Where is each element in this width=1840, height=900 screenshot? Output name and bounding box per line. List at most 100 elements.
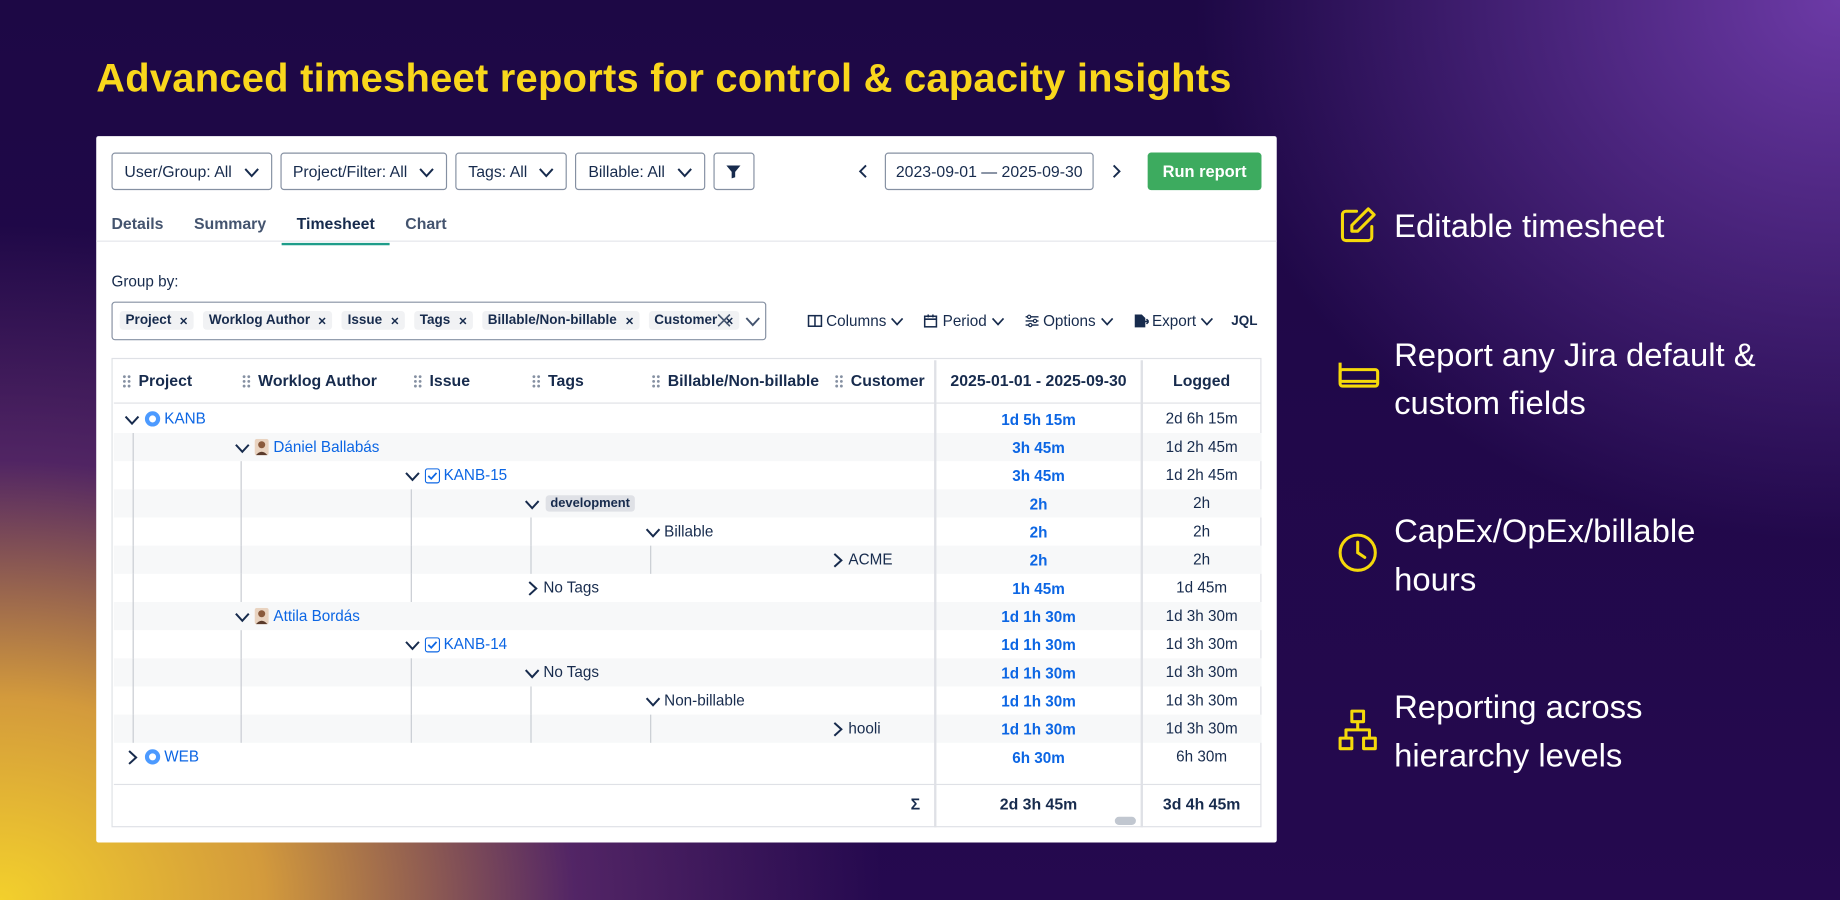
toolbar-item[interactable]: Options [1024,312,1114,330]
tree-guide [132,658,134,687]
row-label[interactable]: Dániel Ballabás [273,437,380,456]
chip-remove[interactable] [180,316,188,324]
filter-dropdown[interactable]: Project/Filter: All [279,152,448,191]
chip-remove[interactable] [726,316,734,324]
drag-handle[interactable] [651,374,660,388]
expand-toggle[interactable] [524,665,540,680]
tab[interactable]: Chart [405,214,447,233]
row-label[interactable]: Attila Bordás [273,606,360,625]
period-value[interactable]: 2h [1029,523,1048,541]
expand-toggle[interactable] [405,637,420,652]
period-value[interactable]: 1d 5h 15m [1001,410,1076,429]
expand-toggle[interactable] [405,468,420,483]
period-value[interactable]: 1d 1h 30m [1001,720,1076,739]
period-value[interactable]: 1d 1h 30m [1001,664,1076,682]
period-value[interactable]: 1d 1h 30m [1001,692,1076,710]
next-period[interactable] [1108,163,1124,179]
tab[interactable]: Summary [193,214,267,233]
total-period: 2d 3h 45m [999,795,1078,814]
toolbar-item[interactable]: Period [924,312,1006,330]
row-label[interactable]: KANB-15 [443,465,508,484]
expand-toggle[interactable] [124,750,139,765]
prev-period[interactable] [855,163,871,179]
group-chip[interactable]: Billable/Non-billable [481,310,640,330]
logged-value[interactable]: 1d 3h 30m [1165,606,1238,625]
date-range[interactable]: 2023-09-01 — 2025-09-30 [884,152,1094,191]
column-header[interactable]: Tags [548,371,584,390]
tree-guide [132,461,134,490]
tree-guide [132,573,134,602]
drag-handle[interactable] [413,374,422,388]
drag-handle[interactable] [242,374,251,388]
filter-dropdown[interactable]: User/Group: All [111,152,272,191]
expand-toggle[interactable] [645,525,661,540]
filter-button[interactable] [713,152,755,191]
column-header[interactable]: Customer [850,371,925,390]
logged-value[interactable]: 2h [1193,550,1211,568]
period-value[interactable]: 6h 30m [1012,748,1065,767]
column-header[interactable]: Worklog Author [258,371,377,390]
period-value[interactable]: 3h 45m [1012,467,1065,485]
tree-guide [132,714,134,743]
logged-value[interactable]: 1d 3h 30m [1165,691,1238,709]
chip-remove[interactable] [458,316,467,324]
logged-value[interactable]: 6h 30m [1176,747,1228,766]
period-value[interactable]: 2h [1029,551,1048,570]
toolbar-icon [1134,314,1149,328]
expand-toggle[interactable] [524,496,540,511]
toolbar-item[interactable]: Columns [807,312,905,330]
drag-handle[interactable] [122,374,131,388]
period-value[interactable]: 2h [1029,495,1048,513]
expand-toggle[interactable] [830,722,845,737]
logged-value[interactable]: 1d 2h 45m [1165,437,1238,456]
group-chip[interactable]: Customer [648,310,740,330]
tab[interactable]: Timesheet [281,211,390,246]
tab[interactable]: Details [111,214,164,233]
logged-value[interactable]: 1d 45m [1176,578,1228,597]
filter-dropdown[interactable]: Billable: All [575,152,705,191]
column-header[interactable]: Issue [429,371,471,390]
logged-value[interactable]: 2h [1193,522,1211,540]
toolbar-icon [1025,314,1039,328]
chevron [539,167,554,177]
logged-value[interactable]: 2h [1193,494,1211,512]
group-chip[interactable]: Project [119,310,194,330]
column-header[interactable]: Billable/Non-billable [667,371,820,390]
logged-value[interactable]: 2d 6h 15m [1165,409,1238,428]
header-line [113,402,1262,404]
chip-remove[interactable] [318,316,326,324]
run-report-button[interactable]: Run report [1147,152,1262,191]
toolbar-item[interactable]: Export [1133,312,1215,330]
scrollbar [1114,816,1136,825]
logged-value[interactable]: 1d 3h 30m [1165,663,1238,681]
logged-value[interactable]: 1d 3h 30m [1165,719,1238,737]
filter-dropdown[interactable]: Tags: All [455,152,568,191]
row-label[interactable]: KANB [164,409,206,428]
expand-toggle[interactable] [830,553,845,568]
logged-value[interactable]: 1d 2h 45m [1165,465,1238,484]
column-header[interactable]: Project [138,371,193,390]
row-label[interactable]: WEB [164,747,200,766]
group-chip[interactable]: Tags [413,310,473,330]
expand-toggle[interactable] [645,694,661,709]
period-value[interactable]: 1d 1h 30m [1001,636,1076,654]
period-value[interactable]: 1h 45m [1012,579,1065,598]
expand-toggle[interactable] [235,440,250,455]
drag-handle[interactable] [834,374,843,388]
group-chip[interactable]: Issue [341,310,405,330]
row-label[interactable]: KANB-14 [443,634,508,653]
clear-groups[interactable] [717,313,731,327]
period-value[interactable]: 3h 45m [1012,438,1065,457]
chip-remove[interactable] [390,316,398,324]
groups-dropdown[interactable] [745,314,760,328]
toolbar-item[interactable]: JQL [1231,312,1257,330]
drag-handle[interactable] [532,374,541,388]
chip-remove[interactable] [625,316,633,324]
expand-toggle[interactable] [124,412,140,427]
group-by-box[interactable] [111,301,767,341]
expand-toggle[interactable] [525,581,540,596]
period-value[interactable]: 1d 1h 30m [1001,607,1076,626]
expand-toggle[interactable] [235,609,250,624]
logged-value[interactable]: 1d 3h 30m [1165,634,1238,653]
group-chip[interactable]: Worklog Author [203,310,333,330]
